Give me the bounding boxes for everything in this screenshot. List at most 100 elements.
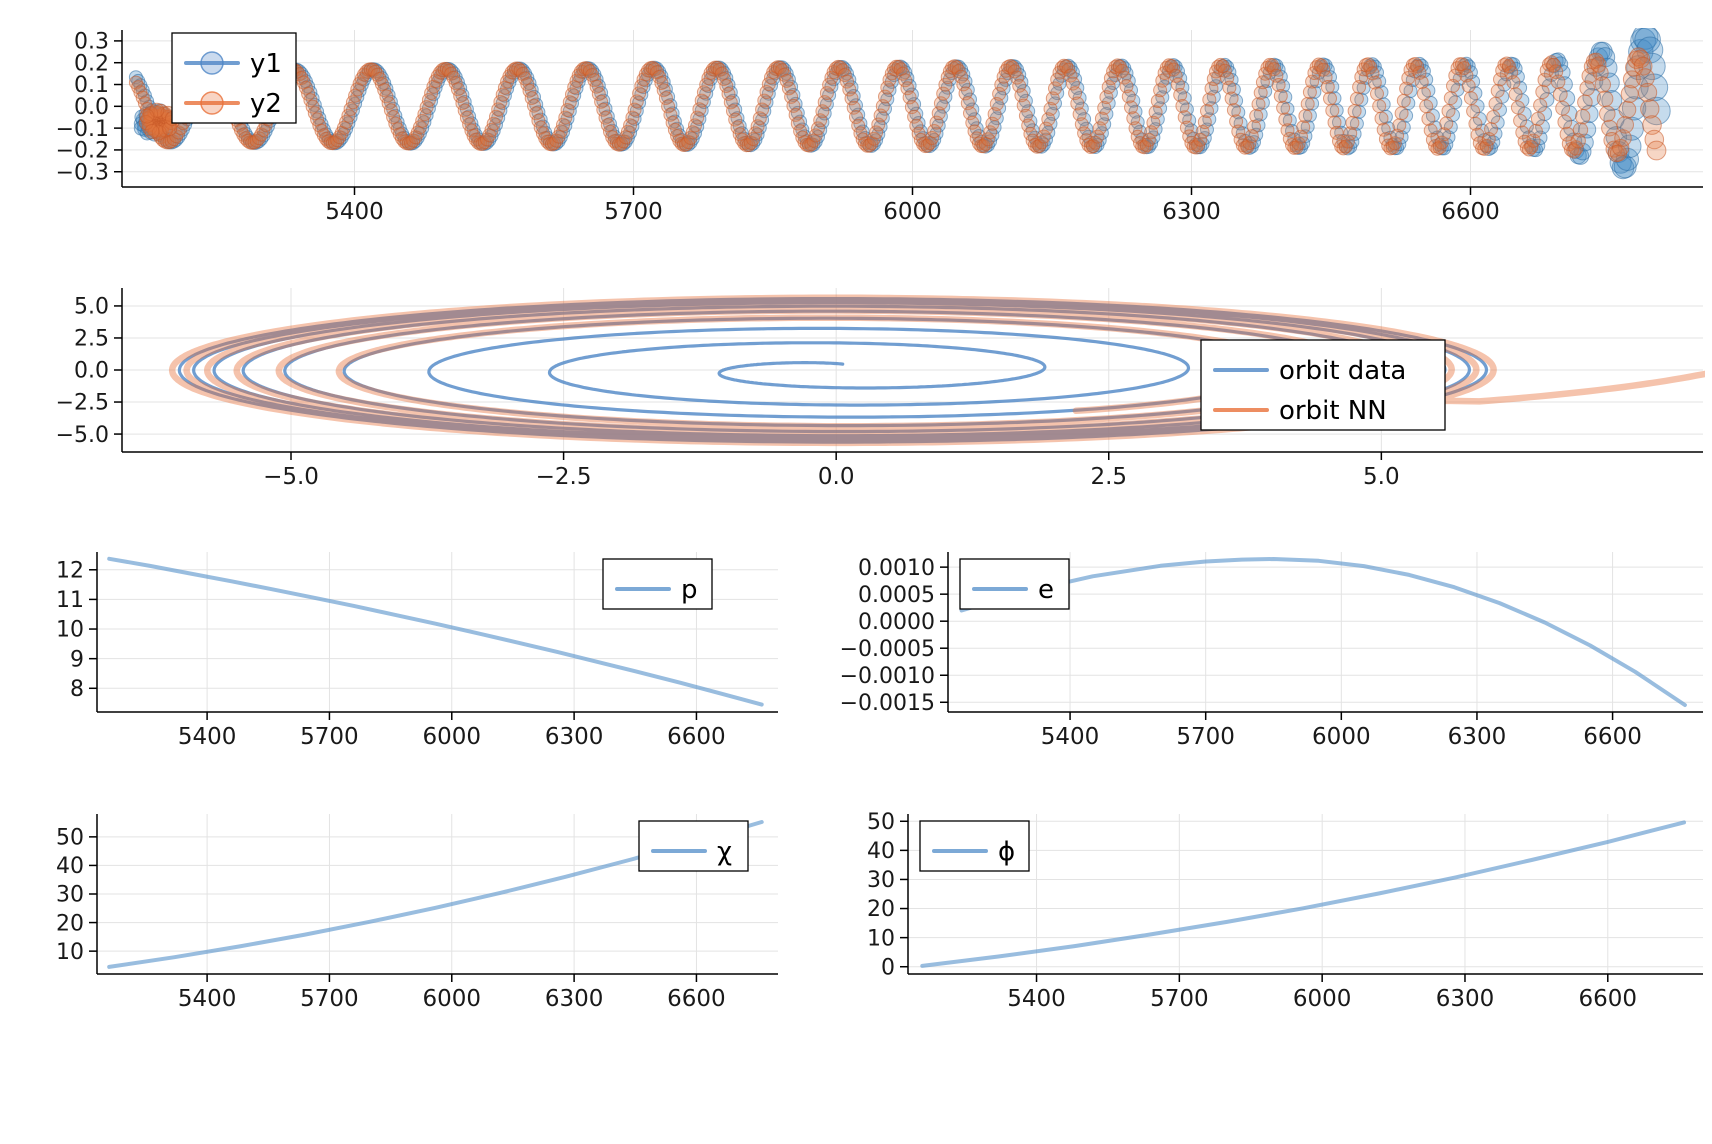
y-tick-label: 40: [867, 839, 895, 864]
x-tick-label: −2.5: [536, 464, 592, 490]
y-tick-label: −0.3: [56, 160, 109, 185]
legend-box: [171, 32, 297, 124]
legend-label: orbit NN: [1279, 396, 1387, 426]
legend-marker-circle: [200, 51, 224, 75]
y-tick-label: 11: [56, 588, 84, 613]
x-tick-label: 6300: [545, 724, 604, 750]
y-tick-label: −2.5: [56, 391, 109, 416]
y-tick-label: −5.0: [56, 423, 109, 448]
legend-label: y2: [250, 89, 282, 119]
plot-waveform: 5400 5700 6000 6300 6600 0.30.20.10.0−0.1−0.2…: [56, 28, 1703, 225]
plot-orbit: −5.0 −2.5 0.0 2.5 5.0 5.0 2.5 0.0 −2.5 −5.0 orbit …: [56, 288, 1705, 490]
x-tick-label: 5400: [1007, 986, 1066, 1012]
legend-label: y1: [250, 49, 282, 79]
x-tick-label: 6300: [545, 986, 604, 1012]
x-tick-label: 5400: [325, 199, 384, 225]
legend-chi: χ: [638, 820, 749, 872]
x-tick-label: 5700: [1176, 724, 1235, 750]
y-tick-label: 2.5: [74, 327, 109, 352]
y-tick-label: 9: [70, 647, 84, 672]
x-tick-label: 6000: [422, 986, 481, 1012]
x-tick-label: 6000: [1312, 724, 1371, 750]
y-tick-label: 12: [56, 558, 84, 583]
axes-chi: [89, 814, 778, 982]
legend-label: ϕ: [998, 837, 1015, 867]
legend-e: e: [959, 558, 1070, 610]
x-tick-label: 6600: [1441, 199, 1500, 225]
y-tick-label: 5.0: [74, 295, 109, 320]
legend-box: [1200, 339, 1446, 431]
x-tick-label: 5400: [178, 986, 237, 1012]
legend-label: orbit data: [1279, 356, 1406, 386]
y-tick-label: 0.0005: [858, 583, 935, 608]
x-tick-label: 5700: [1150, 986, 1209, 1012]
y-tick-label: 10: [56, 618, 84, 643]
legend-phi: ϕ: [919, 820, 1030, 872]
x-tick-label: 5.0: [1363, 464, 1400, 490]
x-tick-label: 6000: [1293, 986, 1352, 1012]
y-tick-label: 20: [867, 897, 895, 922]
gridlines-waveform: [122, 30, 1703, 187]
x-tick-label: 5700: [300, 724, 359, 750]
series-p: [107, 556, 764, 707]
x-tick-label: 0.0: [818, 464, 855, 490]
axes-e: [940, 552, 1703, 720]
x-tick-label: 5400: [178, 724, 237, 750]
series-phi: [920, 820, 1686, 968]
y-tick-label: 8: [70, 677, 84, 702]
x-tick-labels-e: 5400 5700 6000 6300 6600: [1041, 724, 1642, 750]
gridlines-e: [948, 552, 1703, 712]
legend-label: p: [681, 575, 698, 605]
x-tick-label: 5700: [300, 986, 359, 1012]
legend-label: e: [1038, 575, 1054, 605]
series-orbit-data: [177, 297, 1489, 444]
y-tick-label: 20: [56, 911, 84, 936]
axes-p: [89, 552, 778, 720]
x-tick-labels-waveform: 5400 5700 6000 6300 6600: [325, 199, 1500, 225]
x-tick-label: 2.5: [1090, 464, 1127, 490]
plot-phi: 5400 5700 6000 6300 6600 50 40 30 20 10 0 ϕ: [867, 810, 1703, 1012]
legend-box: [959, 558, 1070, 610]
y-tick-label: −0.1: [56, 117, 109, 142]
x-tick-label: 6300: [1448, 724, 1507, 750]
x-tick-label: 6300: [1436, 986, 1495, 1012]
y-tick-labels-orbit: 5.0 2.5 0.0 −2.5 −5.0: [56, 295, 109, 448]
x-tick-label: 6000: [422, 724, 481, 750]
y-tick-label: −0.0010: [840, 664, 935, 689]
x-tick-label: 6600: [667, 986, 726, 1012]
x-tick-label: 5400: [1041, 724, 1100, 750]
y-tick-label: 30: [867, 868, 895, 893]
legend-label: χ: [717, 837, 732, 867]
gridlines-p: [97, 552, 778, 712]
y-tick-label: 10: [867, 926, 895, 951]
y-tick-labels-chi: 50 40 30 20 10: [56, 826, 84, 965]
axes-orbit: [114, 288, 1703, 460]
x-tick-labels-p: 5400 5700 6000 6300 6600: [178, 724, 726, 750]
x-tick-label: 6600: [1583, 724, 1642, 750]
y-tick-label: −0.2: [56, 139, 109, 164]
y-tick-label: 30: [56, 883, 84, 908]
x-tick-label: 5700: [604, 199, 663, 225]
y-tick-label: 0.0: [74, 359, 109, 384]
x-tick-label: 6300: [1162, 199, 1221, 225]
legend-box: [919, 820, 1030, 872]
axes-waveform: [114, 30, 1703, 195]
y-tick-label: 0: [881, 955, 895, 980]
legend-box: [602, 558, 713, 610]
x-tick-labels-phi: 5400 5700 6000 6300 6600: [1007, 986, 1637, 1012]
y-tick-label: 0.0000: [858, 610, 935, 635]
x-tick-labels-chi: 5400 5700 6000 6300 6600: [178, 986, 726, 1012]
y-tick-label: 10: [56, 940, 84, 965]
y-tick-label: 0.0010: [858, 556, 935, 581]
series-e: [959, 557, 1687, 707]
legend-orbit: orbit data orbit NN: [1200, 339, 1446, 431]
x-tick-label: 6600: [667, 724, 726, 750]
y-tick-labels-waveform: 0.30.20.10.0−0.1−0.2−0.3: [56, 30, 109, 186]
y-tick-labels-phi: 50 40 30 20 10 0: [867, 810, 895, 980]
y-tick-label: 0.0: [74, 95, 109, 120]
y-tick-label: 0.3: [74, 30, 109, 55]
